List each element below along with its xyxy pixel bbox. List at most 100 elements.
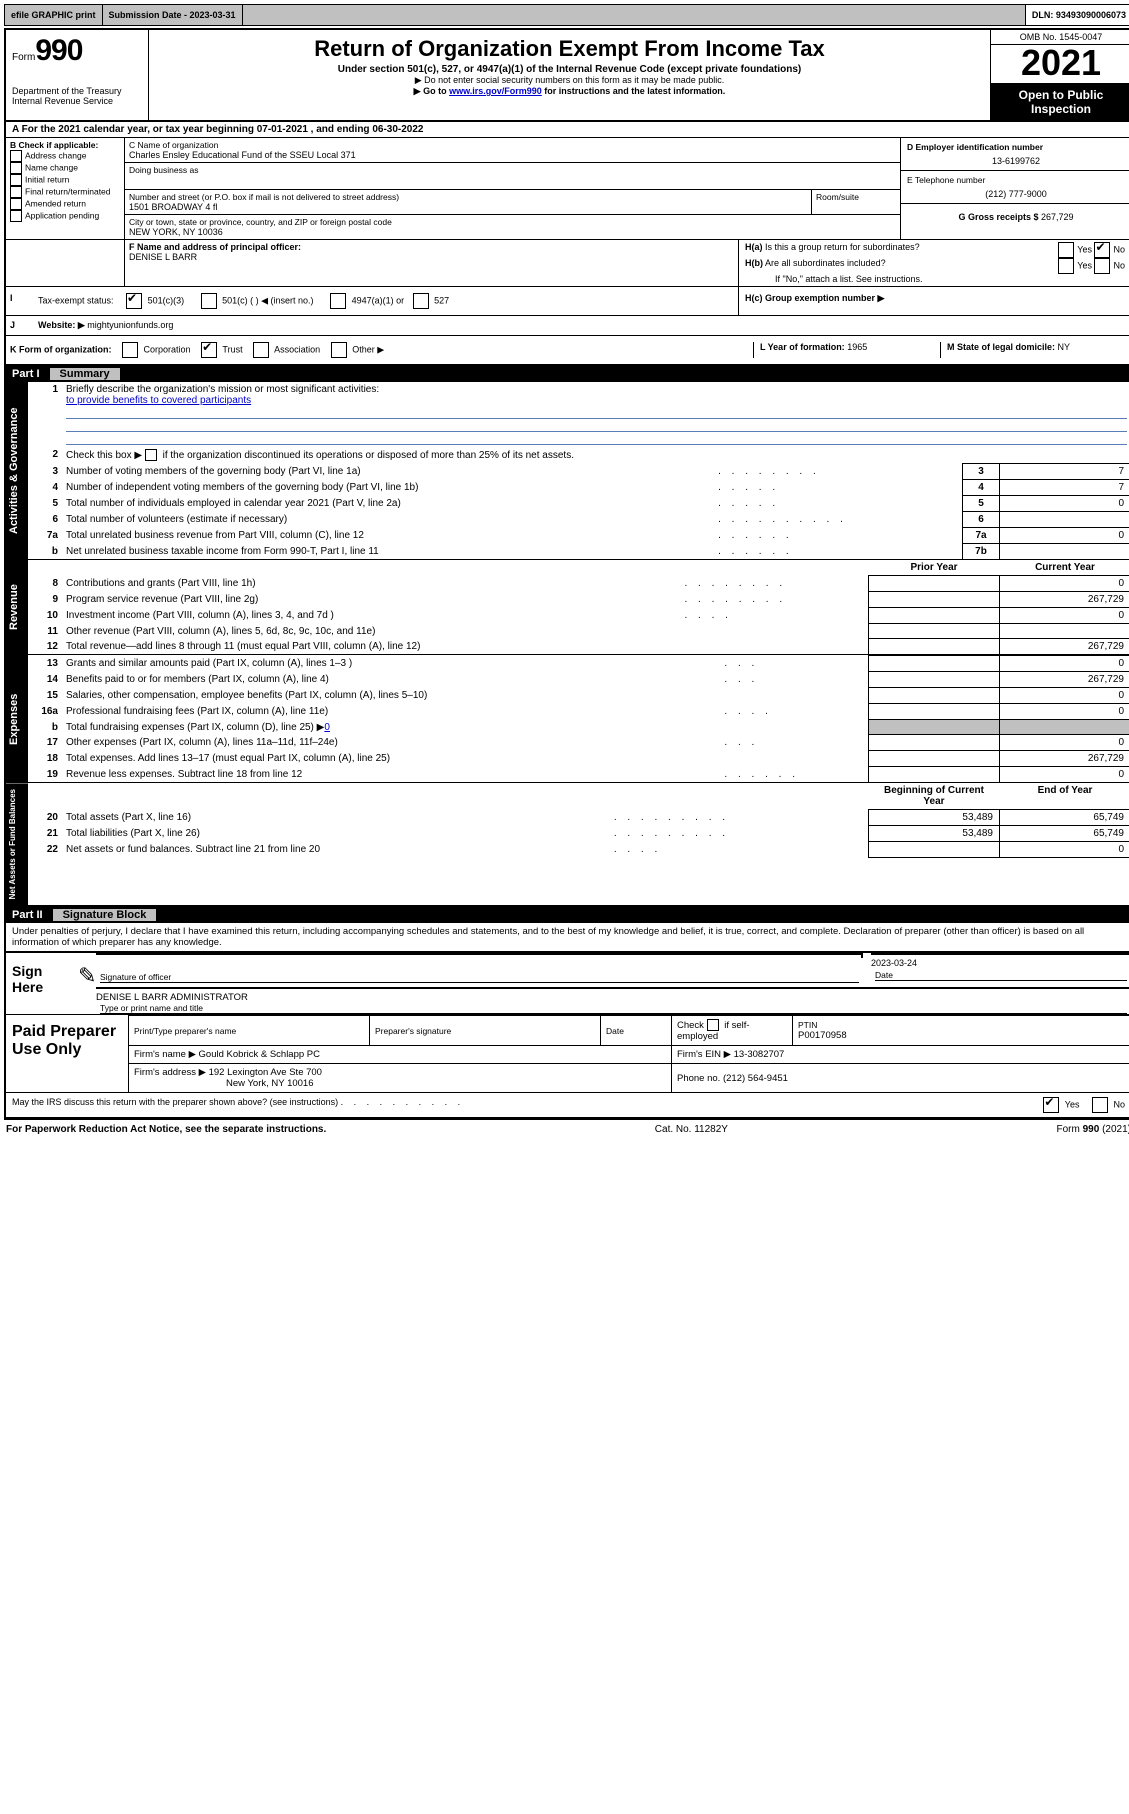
cb-label: Application pending <box>25 210 99 220</box>
header-mid: Return of Organization Exempt From Incom… <box>149 30 990 120</box>
form-note2: ▶ Go to www.irs.gov/Form990 for instruct… <box>155 86 984 97</box>
footer: For Paperwork Reduction Act Notice, see … <box>4 1119 1129 1139</box>
efile-label[interactable]: efile GRAPHIC print <box>5 5 103 25</box>
cb-corp[interactable] <box>122 342 138 358</box>
officer-name: DENISE L BARR <box>129 252 197 262</box>
trust-label: Trust <box>222 344 242 354</box>
note2-post: for instructions and the latest informat… <box>542 86 726 96</box>
org-name: Charles Ensley Educational Fund of the S… <box>129 150 896 160</box>
cb-name-change[interactable]: Name change <box>10 162 120 174</box>
summary-exp: Expenses 13Grants and similar amounts pa… <box>6 655 1129 783</box>
cb-self-employed[interactable] <box>707 1019 719 1031</box>
block-g-label: G Gross receipts $ <box>958 212 1038 222</box>
city-label: City or town, state or province, country… <box>129 217 896 227</box>
cb-address-change[interactable]: Address change <box>10 150 120 162</box>
vtab-revenue: Revenue <box>6 560 28 655</box>
dept-treasury: Department of the Treasury <box>12 86 142 96</box>
block-d-label: D Employer identification number <box>907 142 1125 152</box>
c13: 0 <box>1000 656 1129 672</box>
ha-no[interactable] <box>1094 242 1110 258</box>
l4-text: Number of independent voting members of … <box>62 480 714 496</box>
cb-501c[interactable] <box>201 293 217 309</box>
l16b-val[interactable]: 0 <box>324 722 330 733</box>
website-label: Website: ▶ <box>38 320 85 330</box>
hb-no[interactable] <box>1094 258 1110 274</box>
year-formation: 1965 <box>847 342 867 352</box>
l10: Investment income (Part VIII, column (A)… <box>62 608 680 624</box>
l16a: Professional fundraising fees (Part IX, … <box>62 704 720 720</box>
l15: Salaries, other compensation, employee b… <box>62 688 720 704</box>
form-subtitle: Under section 501(c), 527, or 4947(a)(1)… <box>155 64 984 75</box>
discuss-yes[interactable] <box>1043 1097 1059 1113</box>
yes-label: Yes <box>1077 260 1092 270</box>
street-value: 1501 BROADWAY 4 fl <box>129 202 807 212</box>
prep-phone: (212) 564-9451 <box>723 1073 788 1084</box>
summary-ag: Activities & Governance 1 Briefly descri… <box>6 382 1129 560</box>
note2-pre: ▶ Go to <box>414 86 449 96</box>
submission-date: Submission Date - 2023-03-31 <box>103 5 243 25</box>
tax-exempt-row: I Tax-exempt status: 501(c)(3) 501(c) ( … <box>6 286 1129 315</box>
c15: 0 <box>1000 688 1129 704</box>
cb-label: Amended return <box>25 198 86 208</box>
v7b <box>1000 544 1129 560</box>
block-c-name-label: C Name of organization <box>129 140 896 150</box>
cb-4947a1[interactable] <box>330 293 346 309</box>
hb-yes[interactable] <box>1058 258 1074 274</box>
discuss-no[interactable] <box>1092 1097 1108 1113</box>
c19: 0 <box>1000 767 1129 783</box>
cb-final-return[interactable]: Final return/terminated <box>10 186 120 198</box>
cb-initial-return[interactable]: Initial return <box>10 174 120 186</box>
l22: Net assets or fund balances. Subtract li… <box>62 842 610 858</box>
discuss-row: May the IRS discuss this return with the… <box>6 1092 1129 1117</box>
v5: 0 <box>1000 496 1129 512</box>
prior-year-hdr: Prior Year <box>869 560 1000 576</box>
part-ii-num: Part II <box>12 909 57 921</box>
sign-name-title: DENISE L BARR ADMINISTRATOR <box>96 992 1129 1003</box>
cb-assoc[interactable] <box>253 342 269 358</box>
l19: Revenue less expenses. Subtract line 18 … <box>62 767 720 783</box>
cb-trust[interactable] <box>201 342 217 358</box>
summary-rev: Revenue Prior YearCurrent Year 8Contribu… <box>6 560 1129 655</box>
e22: 0 <box>1000 842 1129 858</box>
cb-application-pending[interactable]: Application pending <box>10 210 120 222</box>
block-h: H(a) Is this a group return for subordin… <box>739 240 1129 286</box>
c3-label: 501(c)(3) <box>148 295 185 305</box>
mission-text[interactable]: to provide benefits to covered participa… <box>66 395 251 406</box>
irs-link[interactable]: www.irs.gov/Form990 <box>449 86 542 96</box>
website-row: J Website: ▶ mightyunionfunds.org <box>6 315 1129 336</box>
l11: Other revenue (Part VIII, column (A), li… <box>62 624 680 639</box>
summary-na: Net Assets or Fund Balances Beginning of… <box>6 783 1129 907</box>
cb-discontinued[interactable] <box>145 449 157 461</box>
ein-value: 13-6199762 <box>907 152 1125 166</box>
firm-addr-label: Firm's address ▶ <box>134 1067 206 1078</box>
cb-other[interactable] <box>331 342 347 358</box>
form-header: Form990 Department of the Treasury Inter… <box>6 30 1129 122</box>
current-year-hdr: Current Year <box>1000 560 1129 576</box>
firm-addr2: New York, NY 10016 <box>134 1078 314 1089</box>
form-prefix: Form <box>12 52 35 63</box>
sign-name-label: Type or print name and title <box>100 1003 203 1013</box>
c-label: 501(c) ( ) ◀ (insert no.) <box>222 295 313 305</box>
part-i-header: Part I Summary <box>6 366 1129 382</box>
footer-mid: Cat. No. 11282Y <box>655 1124 728 1135</box>
cb-amended-return[interactable]: Amended return <box>10 198 120 210</box>
cb-527[interactable] <box>413 293 429 309</box>
v6 <box>1000 512 1129 528</box>
part-ii-label: Signature Block <box>53 909 157 921</box>
line-a-period: A For the 2021 calendar year, or tax yea… <box>6 122 1129 138</box>
l3-text: Number of voting members of the governin… <box>62 464 714 480</box>
blocks-bcde: B Check if applicable: Address change Na… <box>6 138 1129 239</box>
l14: Benefits paid to or for members (Part IX… <box>62 672 720 688</box>
no-label: No <box>1113 244 1125 254</box>
paid-preparer: Paid Preparer Use Only Print/Type prepar… <box>6 1014 1129 1092</box>
vtab-netassets: Net Assets or Fund Balances <box>6 783 28 905</box>
sign-area: Sign Here ✎ Signature of officer 2023-03… <box>6 951 1129 1014</box>
vtab-expenses: Expenses <box>6 655 28 783</box>
ha-yes[interactable] <box>1058 242 1074 258</box>
l8: Contributions and grants (Part VIII, lin… <box>62 576 680 592</box>
c11 <box>1000 624 1129 639</box>
yes-label: Yes <box>1065 1100 1080 1110</box>
cb-501c3[interactable] <box>126 293 142 309</box>
c16a: 0 <box>1000 704 1129 720</box>
bcy-hdr: Beginning of Current Year <box>869 783 1000 810</box>
